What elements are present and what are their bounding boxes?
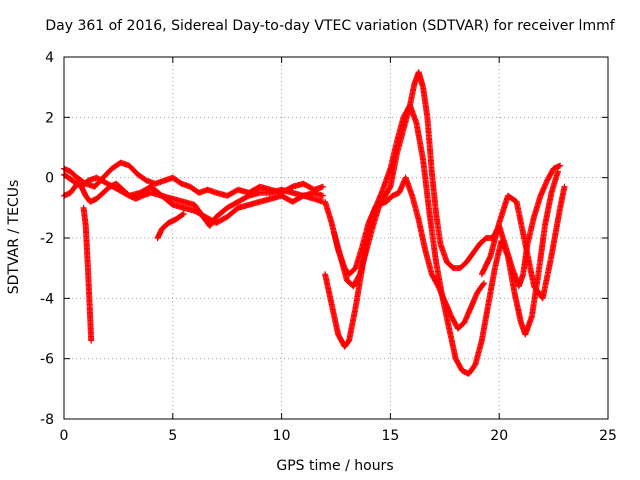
y-tick-label: -2 [40,231,54,247]
x-tick-label: 25 [599,428,617,444]
x-tick-label: 15 [381,428,399,444]
y-tick-label: -8 [40,412,54,428]
data-points [61,69,568,377]
y-tick-label: 2 [45,110,54,126]
data-point [319,192,326,199]
y-tick-label: -6 [40,352,54,368]
x-tick-label: 5 [168,428,177,444]
x-tick-label: 20 [490,428,508,444]
data-point [179,211,186,218]
data-point [554,168,561,175]
plot-frame [63,56,609,420]
axis-ticks: 0 5 10 15 20 25 -8 -6 -4 -2 0 2 4 [40,50,617,444]
x-tick-label: 0 [60,428,69,444]
data-point [480,281,487,288]
y-tick-label: 4 [45,50,54,66]
x-axis-label: GPS time / hours [276,458,393,474]
y-tick-label: -4 [40,291,54,307]
chart-title: Day 361 of 2016, Sidereal Day-to-day VTE… [45,18,615,34]
data-point [319,183,326,190]
data-point [88,337,95,344]
data-point [557,162,564,169]
x-tick-label: 10 [273,428,291,444]
y-tick-label: 0 [45,171,54,187]
data-point [561,183,568,190]
data-point [180,210,187,217]
data-point [480,280,487,287]
y-axis-label: SDTVAR / TECUs [6,180,22,295]
